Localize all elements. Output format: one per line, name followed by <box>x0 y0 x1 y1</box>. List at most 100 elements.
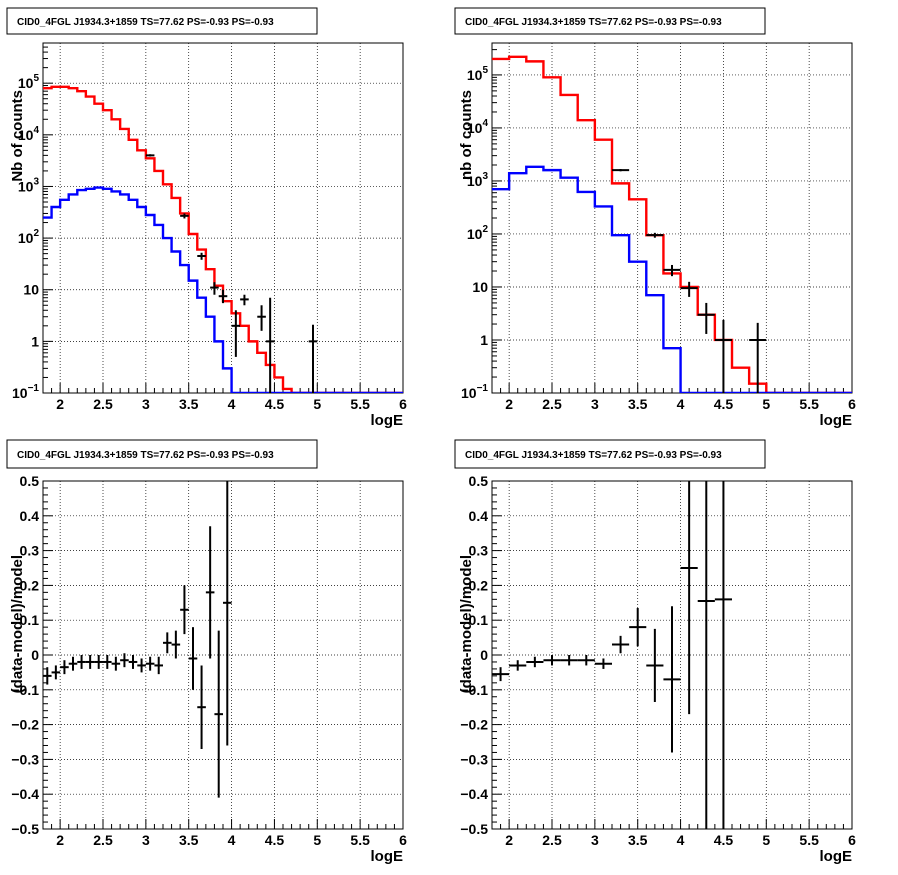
data-point <box>612 169 630 172</box>
y-tick-label: 0.2 <box>469 577 489 593</box>
x-tick-label: 4 <box>228 396 236 412</box>
y-tick-label: −0.1 <box>460 682 488 698</box>
y-tick-label: 103 <box>18 176 40 194</box>
x-tick-label: 5 <box>762 832 770 848</box>
data-point <box>51 665 61 680</box>
data-point <box>265 297 275 393</box>
title-box <box>6 7 318 35</box>
x-tick-label: 2.5 <box>542 832 562 848</box>
x-tick-label: 4.5 <box>265 832 285 848</box>
x-tick-label: 3 <box>142 396 150 412</box>
x-tick-label: 5.5 <box>799 832 819 848</box>
data-point <box>85 655 95 669</box>
data-point <box>680 481 698 715</box>
x-axis-label: logE <box>371 848 404 865</box>
data-point <box>560 655 578 666</box>
x-tick-label: 3.5 <box>179 396 199 412</box>
y-axis-label: (data-model)/model <box>458 555 475 693</box>
chart-panel-1: 2 2.5 3 3.5 4 4.5 5 5.5 6 10−1 1 10 102 103 104 105 logE… <box>6 7 407 429</box>
data-point <box>543 655 561 666</box>
title-box <box>454 7 766 35</box>
data-point <box>60 660 69 675</box>
plot-frame <box>491 42 853 394</box>
y-tick-label: −0.5 <box>460 821 488 837</box>
x-tick-label: 3 <box>142 832 150 848</box>
x-tick-label: 5 <box>313 396 321 412</box>
data-point <box>646 628 664 702</box>
data-point <box>594 658 612 669</box>
y-tick-label: 0 <box>31 647 39 663</box>
data-point <box>205 526 215 659</box>
histogram-series-1 <box>43 85 403 393</box>
x-tick-label: 2 <box>56 832 64 848</box>
chart-panel-3: 2 2.5 3 3.5 4 4.5 5 5.5 6 −0.5 −0.4 −0.3 −0.2 −0.1 0 0.… <box>6 439 407 865</box>
x-tick-label: 5.5 <box>350 832 370 848</box>
chart-title: CID0_4FGL J1934.3+1859 TS=77.62 PS=-0.93… <box>17 17 274 28</box>
grid-lines <box>43 481 403 829</box>
x-tick-label: 4 <box>228 832 236 848</box>
chart-title: CID0_4FGL J1934.3+1859 TS=77.62 PS=-0.93… <box>17 450 274 461</box>
y-axis-ticks <box>43 42 53 394</box>
x-tick-label: 2 <box>505 832 513 848</box>
y-tick-label: 102 <box>467 224 489 242</box>
y-tick-label: 105 <box>18 73 40 91</box>
x-tick-label: 6 <box>848 832 856 848</box>
data-point <box>188 627 198 690</box>
x-tick-label: 4.5 <box>714 396 734 412</box>
y-tick-label: −0.2 <box>460 717 488 733</box>
y-axis-ticks <box>43 480 53 830</box>
x-axis-label: logE <box>820 412 853 429</box>
data-point <box>103 655 112 669</box>
y-axis-label: nb of counts <box>458 90 475 180</box>
y-tick-label: −0.4 <box>460 786 488 802</box>
y-tick-label: 10−1 <box>461 383 488 401</box>
x-tick-label: 5.5 <box>799 396 819 412</box>
y-tick-label: 0.3 <box>20 543 40 559</box>
y-tick-label: 103 <box>467 171 489 189</box>
data-point <box>257 305 266 331</box>
y-tick-label: −0.3 <box>460 751 488 767</box>
data-point <box>171 630 181 659</box>
data-point <box>180 585 189 635</box>
y-axis-label: Nb of counts <box>9 90 26 182</box>
plot-area <box>43 481 232 798</box>
x-axis-ticks <box>491 383 853 393</box>
y-tick-label: 0.5 <box>20 473 40 489</box>
y-tick-label: 1 <box>31 333 39 349</box>
title-box <box>6 439 318 469</box>
data-point <box>697 481 715 829</box>
x-tick-label: 3.5 <box>179 832 199 848</box>
data-point <box>111 656 121 671</box>
x-axis-ticks <box>42 819 404 829</box>
data-point <box>145 154 155 157</box>
y-tick-label: 0.5 <box>469 473 489 489</box>
x-tick-label: 2.5 <box>93 396 113 412</box>
data-point <box>43 667 52 685</box>
x-tick-label: 2.5 <box>542 396 562 412</box>
y-axis-label: (data-model)/model <box>9 555 26 693</box>
data-point <box>180 213 189 219</box>
y-tick-label: 0 <box>480 647 488 663</box>
y-tick-label: 1 <box>480 332 488 348</box>
x-axis-ticks <box>42 383 404 393</box>
data-point <box>137 658 146 673</box>
y-tick-label: −0.2 <box>11 717 39 733</box>
data-point <box>214 630 223 798</box>
y-tick-label: 10−1 <box>12 383 39 401</box>
x-tick-label: 3 <box>591 396 599 412</box>
data-point <box>663 606 681 753</box>
chart-title: CID0_4FGL J1934.3+1859 TS=77.62 PS=-0.93… <box>465 450 722 461</box>
plot-area <box>492 481 732 829</box>
plot-area <box>43 85 403 393</box>
data-point <box>145 656 155 671</box>
data-point <box>680 281 698 297</box>
data-point <box>154 656 163 675</box>
data-point <box>577 655 595 666</box>
histogram-series-2 <box>492 165 852 393</box>
x-tick-label: 6 <box>848 396 856 412</box>
y-axis-ticks <box>492 42 502 394</box>
data-point <box>714 481 732 829</box>
data-point <box>714 319 732 393</box>
x-tick-label: 2 <box>505 396 513 412</box>
data-point <box>231 310 241 357</box>
